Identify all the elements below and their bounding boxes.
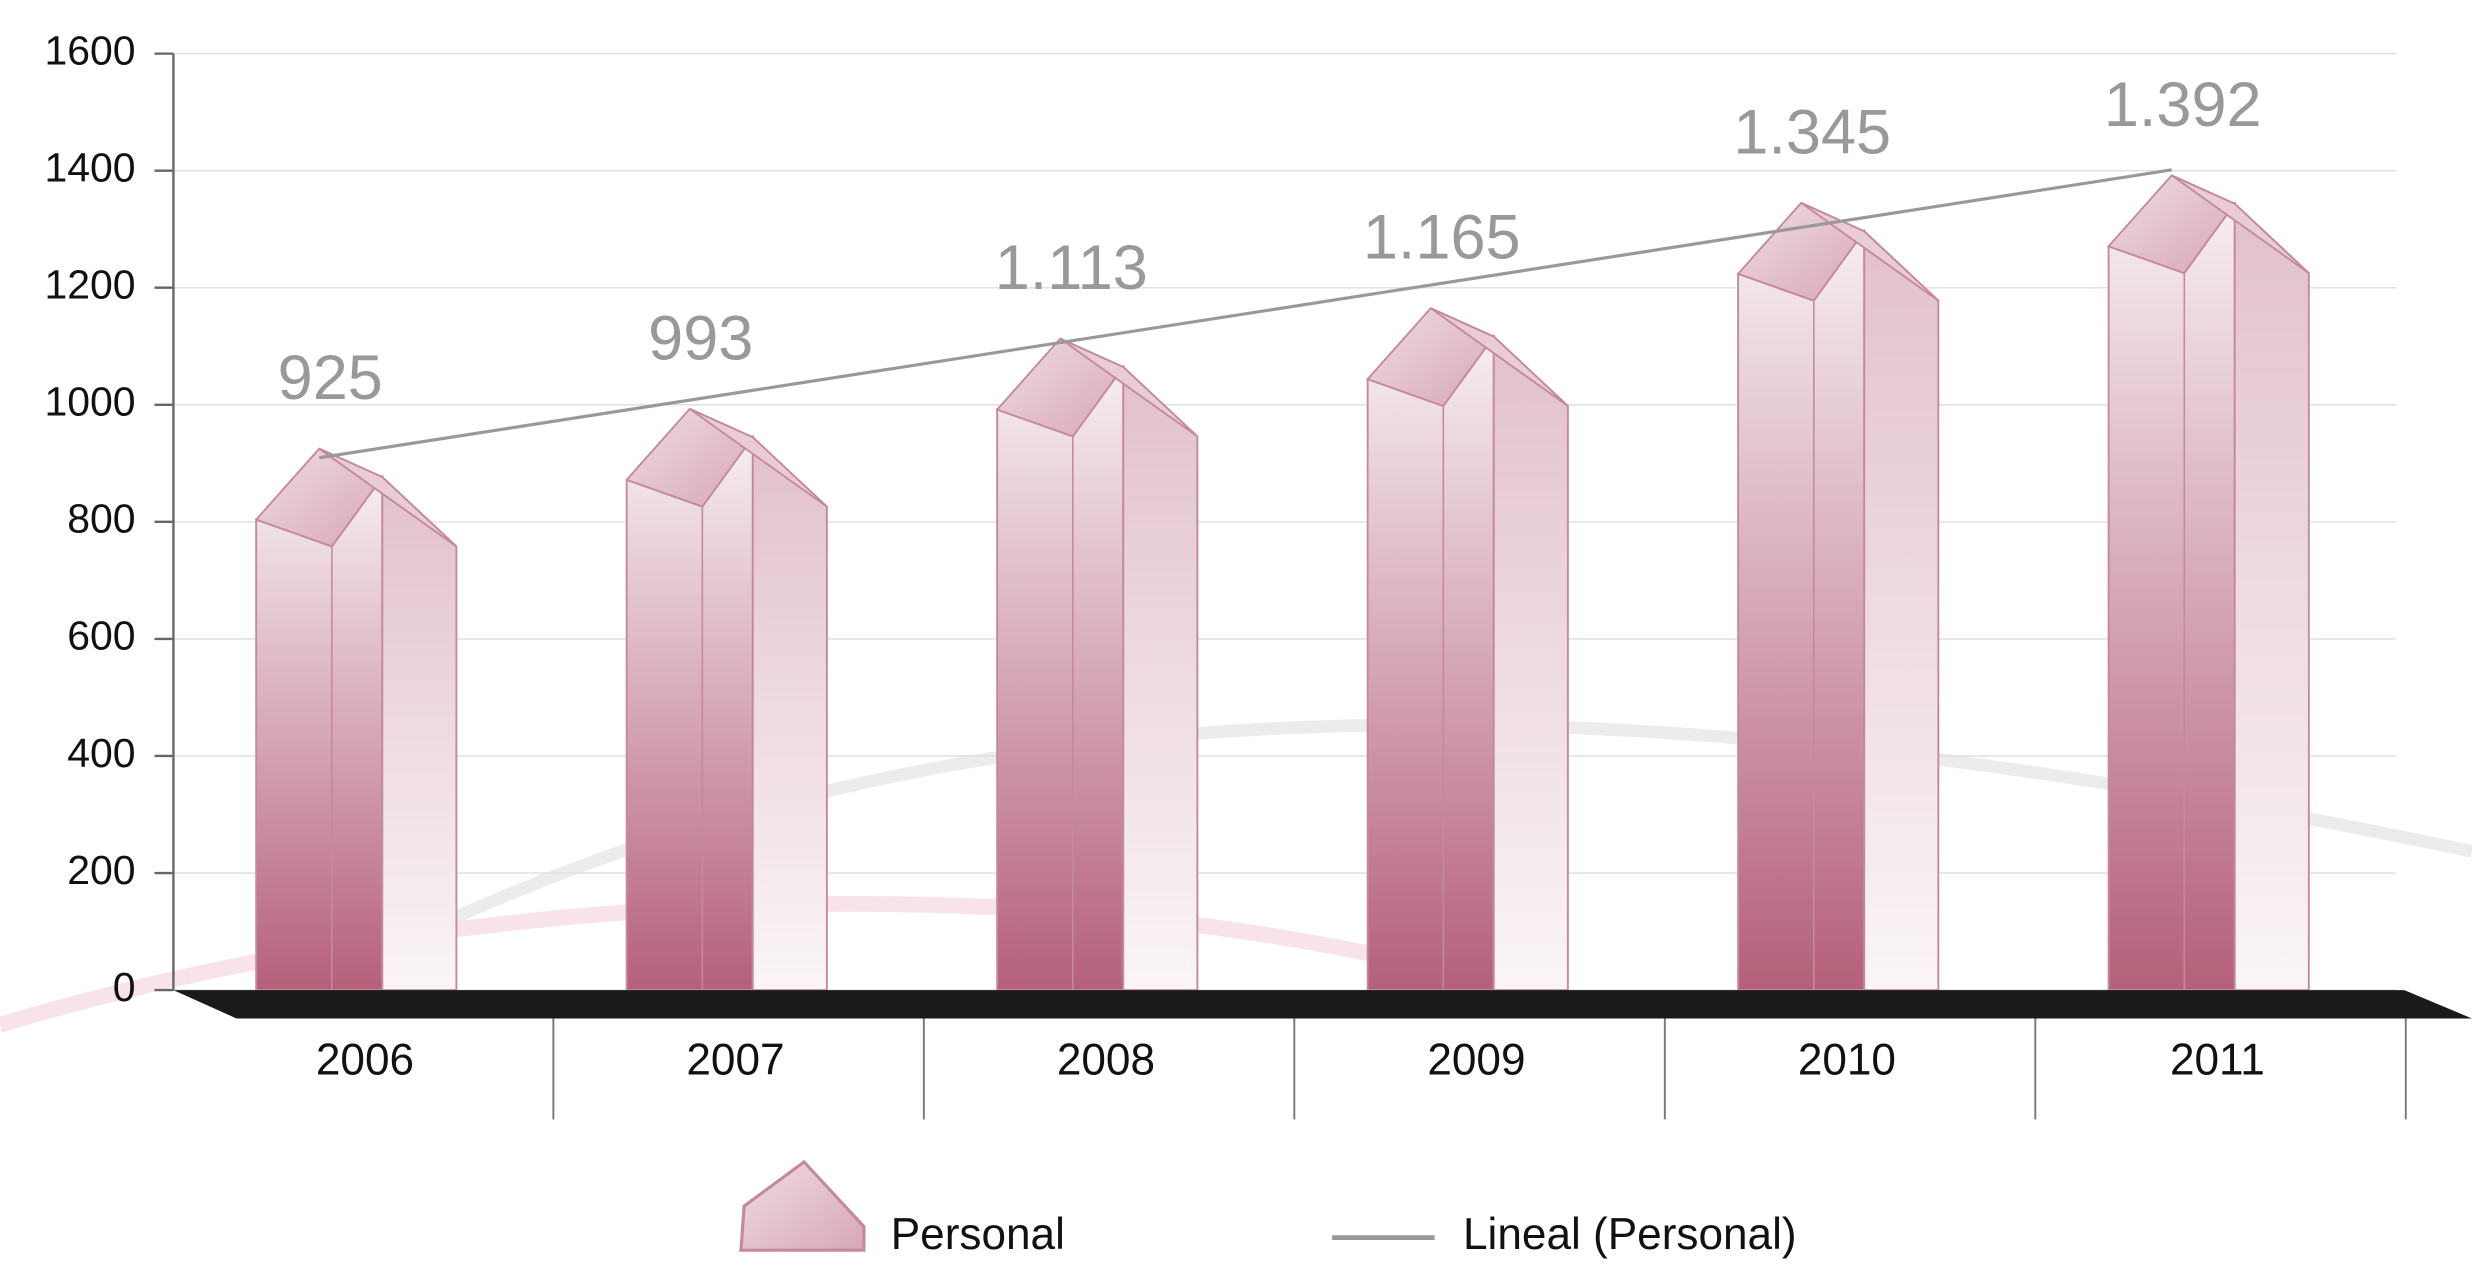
bar-front — [996, 364, 1125, 992]
y-tick-label: 0 — [113, 964, 136, 1010]
floor — [173, 990, 2472, 1019]
x-tick-label: 2008 — [1057, 1035, 1155, 1084]
bar — [1365, 307, 1569, 992]
x-tick-label: 2009 — [1427, 1035, 1525, 1084]
y-tick-label: 1000 — [44, 379, 135, 425]
x-tick-label: 2006 — [316, 1035, 414, 1084]
bar-roof — [1430, 307, 1569, 407]
bar-side — [1863, 229, 1940, 992]
y-tick-label: 600 — [67, 613, 135, 659]
bar-roof — [689, 408, 828, 508]
bars — [254, 174, 2310, 992]
y-tick-label: 1400 — [44, 145, 135, 191]
data-label: 993 — [648, 303, 753, 373]
data-label: 1.345 — [1733, 97, 1891, 167]
data-label: 1.392 — [2104, 70, 2262, 140]
bar — [254, 447, 458, 992]
bar — [625, 407, 828, 992]
bar-roof — [1059, 337, 1199, 438]
y-tick-label: 1600 — [44, 27, 135, 73]
bar-side — [381, 474, 458, 992]
y-tick-label: 400 — [67, 730, 135, 776]
legend-label: Lineal (Personal) — [1463, 1210, 1797, 1259]
data-label: 1.113 — [995, 233, 1148, 303]
bar-front — [1737, 228, 1866, 992]
bar — [995, 337, 1199, 992]
bar-roof — [318, 447, 458, 548]
y-tick-label: 1200 — [44, 262, 135, 308]
y-tick-label: 800 — [67, 496, 135, 542]
bar-front — [1366, 333, 1495, 992]
labels: 925 993 1.113 1.165 1.345 1.392 2006 2007 2008 20… — [278, 70, 2407, 1120]
bar-side — [1492, 334, 1569, 992]
data-label: 925 — [278, 343, 383, 413]
legend-swatch — [739, 1159, 866, 1252]
x-tick-label: 2011 — [2170, 1035, 2265, 1084]
bar-side — [751, 435, 828, 992]
x-tick-label: 2007 — [686, 1035, 784, 1084]
bar — [2106, 174, 2310, 992]
x-tick-label: 2010 — [1798, 1035, 1896, 1084]
bar-front — [625, 434, 754, 992]
data-label: 1.165 — [1363, 203, 1521, 273]
y-tick-label: 200 — [67, 847, 135, 893]
bar — [1736, 201, 1940, 992]
legend-label: Personal — [891, 1210, 1065, 1259]
trend-line — [319, 168, 2172, 460]
bar-side — [1122, 364, 1199, 992]
bar-roof — [1800, 202, 1939, 302]
bar-side — [2233, 201, 2310, 992]
legend: Personal Lineal (Personal) — [739, 1159, 1797, 1259]
bar-roof — [2171, 174, 2310, 274]
bar-front — [255, 474, 384, 992]
bar-front — [2107, 200, 2236, 992]
